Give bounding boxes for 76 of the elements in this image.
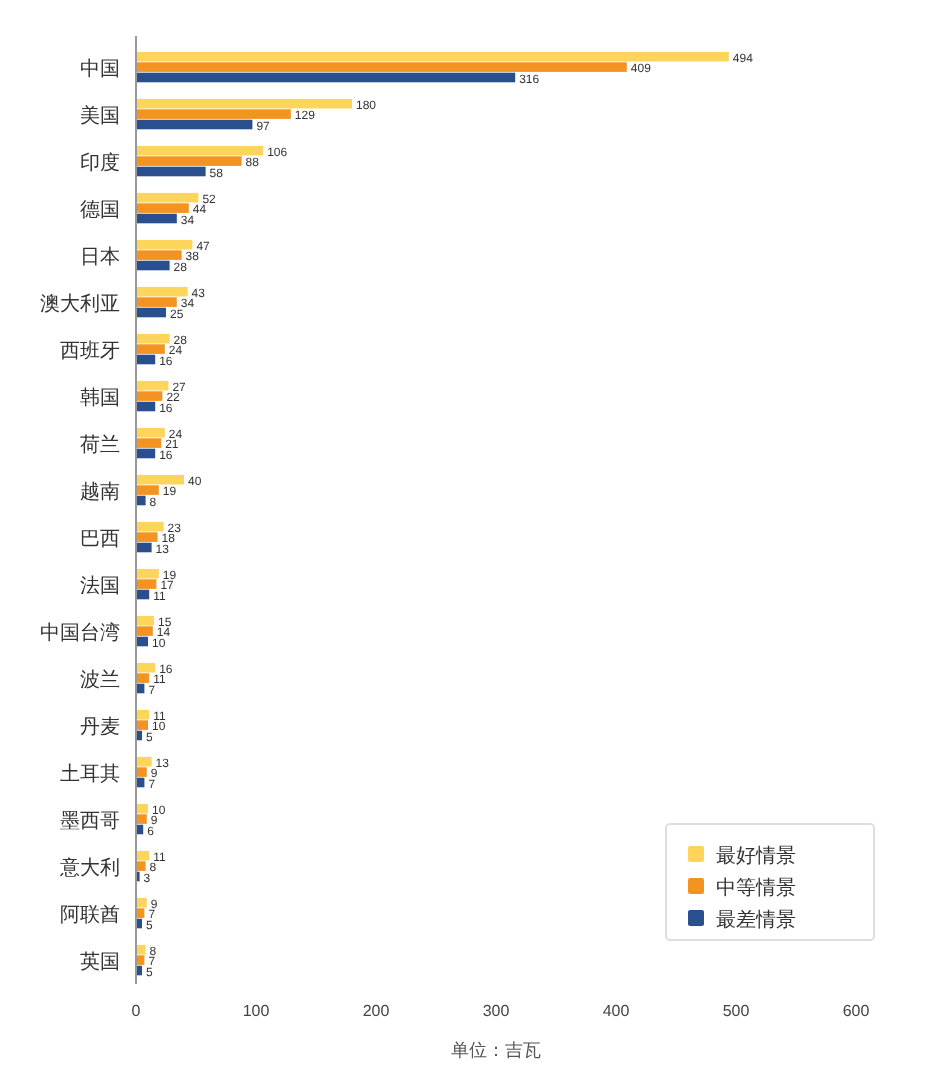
- bar: [136, 344, 165, 354]
- y-tick-label: 土耳其: [60, 761, 120, 786]
- bar: [136, 145, 264, 156]
- legend-label: 最好情景: [716, 844, 796, 868]
- bar: [136, 297, 177, 307]
- legend-label: 中等情景: [716, 876, 796, 900]
- bar: [136, 62, 627, 72]
- bar: [136, 662, 156, 673]
- y-tick-label: 澳大利亚: [40, 291, 120, 316]
- bar: [136, 532, 158, 542]
- bar: [136, 333, 170, 344]
- x-tick-label: 100: [242, 1002, 271, 1020]
- bar: [136, 307, 166, 318]
- bar: [136, 861, 146, 871]
- y-tick-label: 日本: [80, 244, 120, 269]
- bar: [136, 474, 184, 485]
- y-tick-label: 越南: [80, 479, 120, 504]
- x-tick-label: 200: [362, 1002, 391, 1020]
- x-tick-label: 400: [602, 1002, 631, 1020]
- y-tick-label: 丹麦: [80, 714, 120, 739]
- x-tick-label: 600: [842, 1002, 871, 1020]
- y-tick-label: 韩国: [80, 385, 120, 410]
- bar: [136, 521, 164, 532]
- bar: [136, 391, 163, 401]
- x-axis-title: 单位：吉瓦: [451, 1040, 541, 1060]
- y-tick-label: 波兰: [80, 667, 120, 692]
- bar: [136, 814, 147, 824]
- y-tick-label: 德国: [80, 199, 120, 222]
- bar: [136, 250, 182, 260]
- bar: [136, 720, 148, 730]
- bar: [136, 568, 159, 579]
- bar: [136, 626, 153, 636]
- bar: [136, 286, 188, 297]
- y-tick-label: 巴西: [80, 528, 120, 551]
- bar: [136, 767, 147, 777]
- y-tick-label: 中国: [80, 56, 120, 81]
- x-tick-label: 500: [722, 1002, 751, 1020]
- bar: [136, 803, 148, 814]
- bar: [136, 756, 152, 767]
- bar: [136, 709, 150, 720]
- bar: [136, 380, 169, 391]
- bar: [136, 166, 206, 177]
- bar: [136, 156, 242, 166]
- bar: [136, 673, 150, 683]
- y-tick-label: 法国: [80, 573, 120, 598]
- bar: [136, 615, 154, 626]
- bar: [136, 109, 291, 119]
- y-tick-label: 中国台湾: [40, 620, 120, 645]
- bar: [136, 850, 150, 861]
- y-tick-label: 美国: [80, 103, 120, 128]
- bar: [136, 213, 177, 224]
- y-tick-label: 荷兰: [80, 432, 120, 457]
- bar: [136, 542, 152, 553]
- y-tick-label: 印度: [80, 150, 120, 175]
- y-tick-label: 英国: [80, 949, 120, 974]
- y-tick-label: 意大利: [58, 855, 120, 880]
- bar: [136, 72, 516, 83]
- y-tick-label: 墨西哥: [60, 810, 120, 833]
- bar: [136, 438, 162, 448]
- x-tick-label: 300: [482, 1002, 511, 1020]
- bar: [136, 260, 170, 271]
- bar: [136, 203, 189, 213]
- x-tick-label: 0: [131, 1002, 142, 1020]
- bar: [136, 192, 199, 203]
- bar: [136, 944, 146, 955]
- bar: [136, 119, 253, 130]
- bar: [136, 427, 165, 438]
- y-tick-label: 西班牙: [60, 338, 120, 363]
- legend-label: 最差情景: [716, 908, 796, 932]
- y-tick-label: 阿联酋: [60, 902, 120, 927]
- bar: [136, 51, 729, 62]
- bar: [136, 239, 193, 250]
- bar: [136, 579, 157, 589]
- bar: [136, 485, 159, 495]
- bar: [136, 897, 147, 908]
- bar: [136, 98, 352, 109]
